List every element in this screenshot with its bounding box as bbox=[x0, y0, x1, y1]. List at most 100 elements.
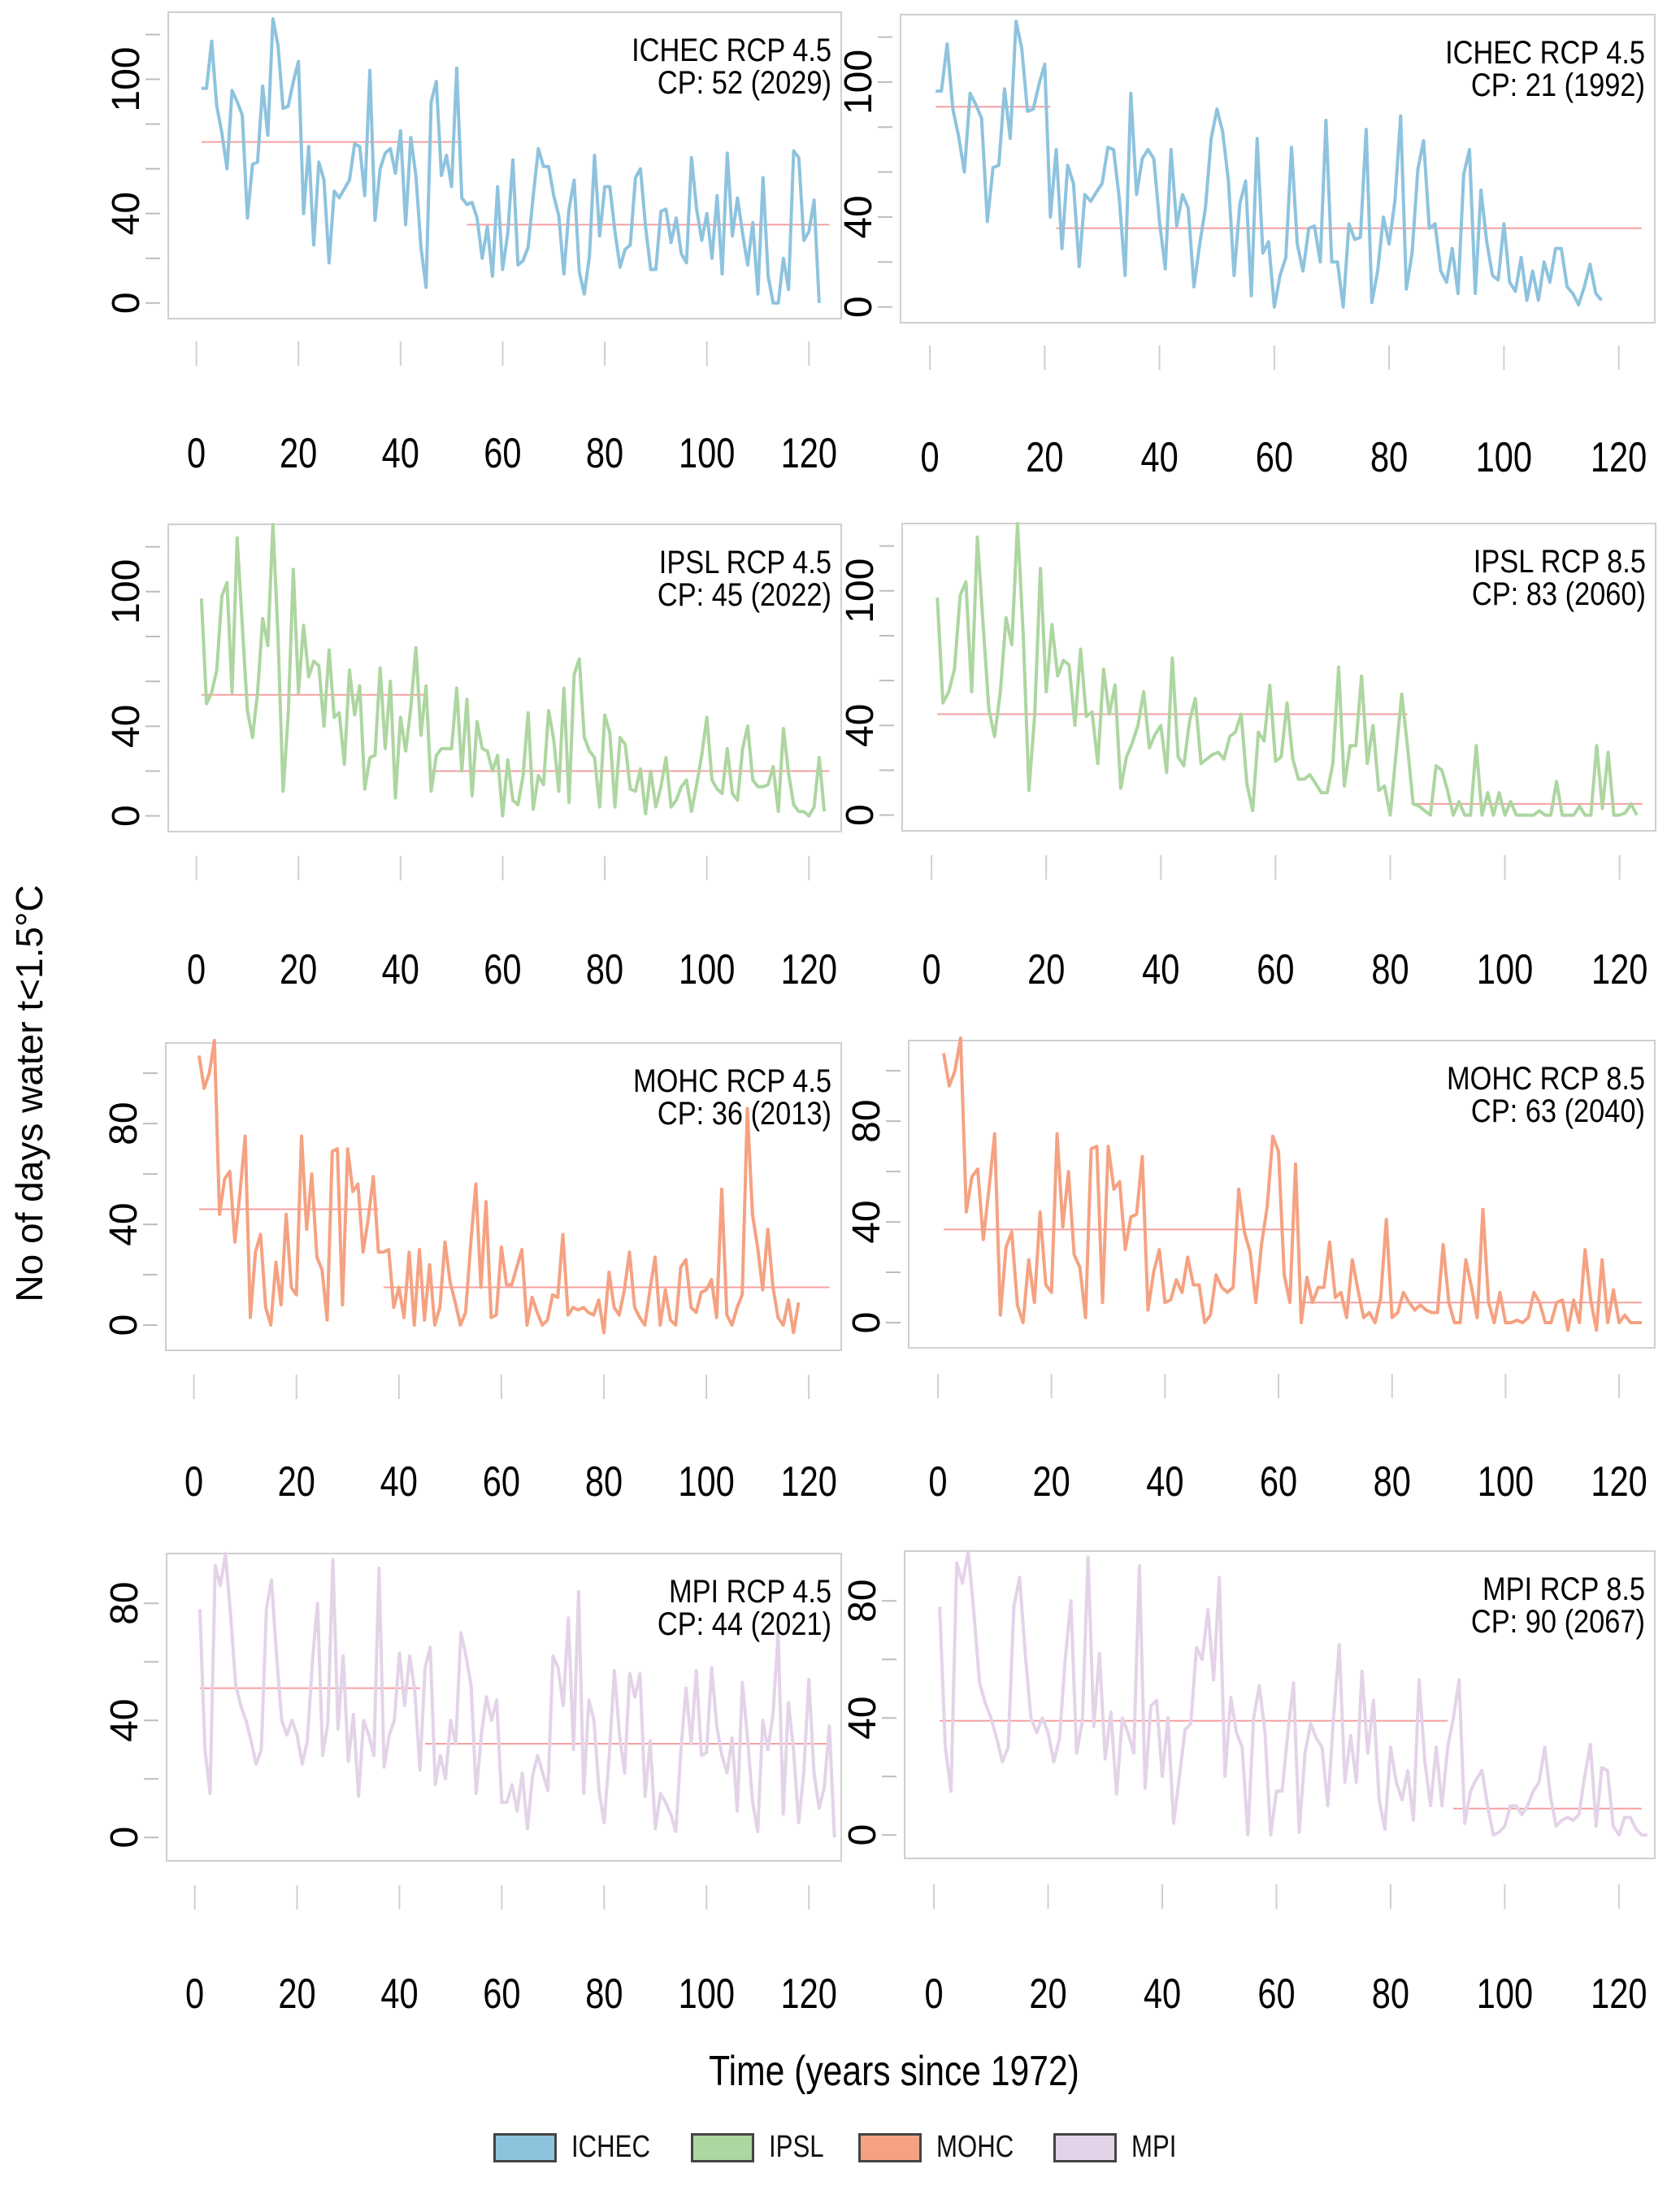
y-tick-label: 100 bbox=[839, 558, 882, 624]
x-tick-label: 80 bbox=[1371, 945, 1409, 993]
series-line-ipsl bbox=[199, 523, 827, 818]
x-tick-label: 0 bbox=[184, 1458, 203, 1506]
y-tick-label: 80 bbox=[102, 1102, 145, 1145]
y-tick-label: 40 bbox=[841, 1697, 884, 1740]
x-tick-label: 120 bbox=[781, 1970, 837, 2018]
changepoint-label: CP: 21 (1992) bbox=[1471, 67, 1645, 103]
x-tick-label: 80 bbox=[586, 945, 623, 993]
changepoint-label: CP: 45 (2022) bbox=[658, 576, 831, 613]
x-tick-label: 80 bbox=[585, 1458, 623, 1506]
legend-item-mpi: MPI bbox=[1053, 2130, 1187, 2165]
x-tick-label: 60 bbox=[1260, 1458, 1297, 1506]
x-tick-label: 60 bbox=[483, 1970, 520, 2018]
panel-ipsl-left: 0 40 100 0 20 40 60 80 100 120 IPSL RCP 4.5CP: 45 … bbox=[105, 523, 842, 993]
legend-item-ichec: ICHEC bbox=[493, 2130, 667, 2165]
legend-swatch bbox=[857, 2132, 922, 2162]
series-line-ichec bbox=[936, 20, 1603, 309]
panel-mohc-left: 0 40 80 0 20 40 60 80 100 120 MOHC RCP 4.5CP: 36 (… bbox=[102, 1038, 842, 1506]
x-tick-label: 20 bbox=[278, 1458, 315, 1506]
x-tick-label: 0 bbox=[185, 1970, 204, 2018]
legend-swatch bbox=[690, 2132, 754, 2162]
x-tick-label: 20 bbox=[280, 945, 317, 993]
y-tick-label: 100 bbox=[105, 559, 148, 624]
y-tick-label: 0 bbox=[105, 805, 148, 827]
panel-title: MPI RCP 4.5 bbox=[669, 1573, 831, 1610]
legend: ICHEC IPSL MOHC MPI bbox=[0, 2130, 1680, 2165]
legend-swatch bbox=[1053, 2132, 1118, 2162]
x-tick-label: 40 bbox=[1140, 433, 1178, 481]
x-tick-label: 100 bbox=[1476, 433, 1532, 481]
changepoint-label: CP: 90 (2067) bbox=[1471, 1603, 1645, 1640]
x-tick-label: 60 bbox=[1256, 433, 1293, 481]
x-tick-label: 0 bbox=[921, 433, 940, 481]
x-tick-label: 120 bbox=[781, 945, 837, 993]
changepoint-label: CP: 44 (2021) bbox=[658, 1606, 831, 1642]
legend-label: MOHC bbox=[936, 2130, 1014, 2164]
x-tick-label: 120 bbox=[780, 1458, 836, 1506]
legend-swatch bbox=[493, 2132, 558, 2162]
x-tick-label: 100 bbox=[1477, 1970, 1533, 2018]
panel-title: IPSL RCP 4.5 bbox=[659, 544, 831, 580]
x-tick-label: 40 bbox=[382, 429, 419, 477]
changepoint-label: CP: 83 (2060) bbox=[1472, 576, 1646, 612]
y-tick-label: 40 bbox=[839, 704, 882, 747]
changepoint-label: CP: 36 (2013) bbox=[658, 1095, 831, 1132]
x-tick-label: 120 bbox=[1591, 1458, 1647, 1506]
panel-title: ICHEC RCP 4.5 bbox=[632, 32, 831, 68]
x-tick-label: 100 bbox=[678, 1458, 734, 1506]
legend-label: IPSL bbox=[768, 2130, 824, 2164]
x-tick-label: 80 bbox=[1370, 433, 1408, 481]
x-tick-label: 20 bbox=[1029, 1970, 1066, 2018]
x-tick-label: 100 bbox=[679, 1970, 735, 2018]
legend-label: MPI bbox=[1131, 2130, 1177, 2164]
x-tick-label: 20 bbox=[1026, 433, 1063, 481]
x-tick-label: 80 bbox=[1372, 1970, 1409, 2018]
x-tick-label: 60 bbox=[484, 429, 521, 477]
x-tick-label: 40 bbox=[380, 1970, 418, 2018]
legend-item-ipsl: IPSL bbox=[690, 2130, 836, 2165]
panel-title: IPSL RCP 8.5 bbox=[1474, 543, 1646, 580]
y-tick-label: 0 bbox=[837, 296, 880, 318]
plot-frame bbox=[166, 1553, 842, 1862]
panel-ichec-left: 0 40 100 0 20 40 60 80 100 120 ICHEC RCP 4.5CP: 52… bbox=[105, 11, 842, 477]
x-tick-label: 80 bbox=[586, 429, 623, 477]
panel-mpi-left: 0 40 80 0 20 40 60 80 100 120 MPI RCP 4.5CP: 44 (2… bbox=[103, 1552, 842, 2018]
y-tick-label: 0 bbox=[845, 1312, 888, 1334]
series-line-mohc bbox=[197, 1038, 801, 1335]
plot-frame bbox=[908, 1040, 1656, 1349]
x-tick-label: 60 bbox=[1257, 1970, 1295, 2018]
panel-title: MPI RCP 8.5 bbox=[1482, 1571, 1645, 1607]
series-line-mohc bbox=[942, 1036, 1642, 1332]
y-tick-label: 100 bbox=[837, 50, 880, 115]
panel-ipsl-right: 0 40 100 0 20 40 60 80 100 120 IPSL RCP 8.5CP: 83 … bbox=[839, 522, 1656, 993]
y-tick-label: 40 bbox=[845, 1200, 888, 1243]
x-tick-label: 20 bbox=[278, 1970, 315, 2018]
x-tick-label: 60 bbox=[1257, 945, 1294, 993]
series-line-mpi bbox=[938, 1549, 1647, 1837]
x-tick-label: 120 bbox=[1591, 1970, 1647, 2018]
panel-mpi-right: 0 40 80 0 20 40 60 80 100 120 MPI RCP 8.5CP: 90 (2… bbox=[841, 1549, 1656, 2018]
series-line-ipsl bbox=[936, 522, 1639, 817]
y-tick-label: 40 bbox=[103, 1699, 146, 1742]
x-tick-label: 120 bbox=[1591, 945, 1647, 993]
plot-frame bbox=[167, 11, 842, 319]
plot-frame bbox=[900, 14, 1656, 324]
x-tick-label: 0 bbox=[922, 945, 941, 993]
panel-title: ICHEC RCP 4.5 bbox=[1445, 34, 1645, 71]
y-tick-label: 40 bbox=[105, 192, 148, 235]
x-tick-label: 40 bbox=[1142, 945, 1179, 993]
x-tick-label: 20 bbox=[1027, 945, 1065, 993]
y-axis-label: No of days water t<1.5°C bbox=[8, 884, 50, 1302]
plot-frame bbox=[901, 523, 1656, 832]
plot-frame bbox=[165, 1042, 842, 1351]
legend-label: ICHEC bbox=[571, 2130, 651, 2164]
y-tick-label: 40 bbox=[105, 705, 148, 748]
x-tick-label: 120 bbox=[781, 429, 837, 477]
x-tick-label: 40 bbox=[1144, 1970, 1181, 2018]
x-tick-label: 0 bbox=[928, 1458, 947, 1506]
x-axis-label: Time (years since 1972) bbox=[709, 2048, 1079, 2095]
y-tick-label: 100 bbox=[105, 47, 148, 112]
panel-ichec-right: 0 40 100 0 20 40 60 80 100 120 ICHEC RCP 4.5CP: 21… bbox=[837, 14, 1656, 481]
x-tick-label: 0 bbox=[924, 1970, 943, 2018]
